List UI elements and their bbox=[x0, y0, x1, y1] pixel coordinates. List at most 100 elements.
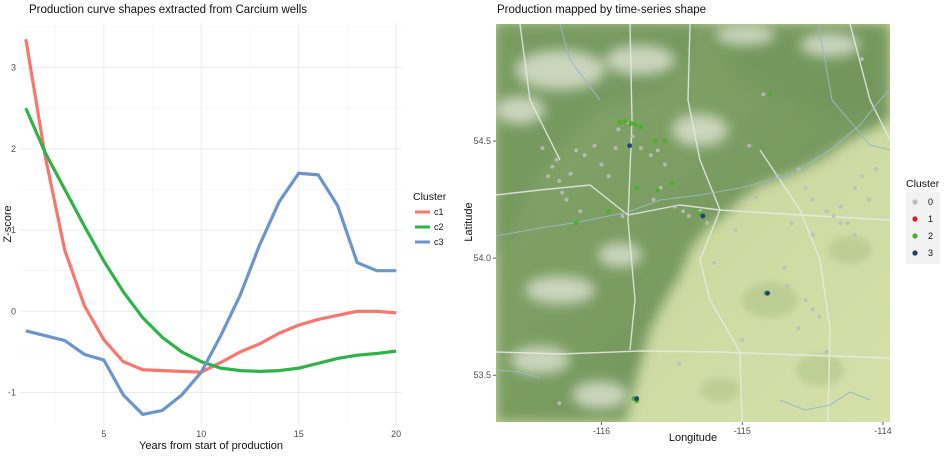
map-point-cluster-0 bbox=[803, 298, 808, 303]
map-legend-swatch-3 bbox=[912, 250, 918, 256]
map-point-cluster-0 bbox=[803, 185, 808, 190]
map-chart-title: Production mapped by time-series shape bbox=[497, 4, 706, 16]
map-point-cluster-2 bbox=[655, 187, 661, 193]
map-point-cluster-2 bbox=[632, 122, 638, 128]
line-legend-title: Cluster bbox=[413, 191, 447, 203]
line-chart-grid bbox=[20, 23, 402, 425]
map-point-cluster-0 bbox=[686, 214, 691, 218]
map-point-cluster-0 bbox=[574, 148, 579, 153]
map-point-cluster-0 bbox=[747, 143, 752, 148]
map-point-cluster-0 bbox=[810, 197, 815, 202]
map-point-cluster-0 bbox=[705, 221, 710, 225]
map-x-tick-label: -115 bbox=[734, 426, 751, 436]
series-line-c3 bbox=[25, 171, 397, 417]
line-chart-x-axis-title: Years from start of production bbox=[139, 440, 283, 452]
map-point-cluster-0 bbox=[540, 146, 545, 151]
map-point-cluster-0 bbox=[810, 307, 815, 312]
series-line-c2 bbox=[24, 107, 397, 373]
map-point-cluster-0 bbox=[613, 146, 618, 151]
map-y-ticks: 53.5 54.0 54.5 bbox=[473, 136, 496, 380]
map-point-cluster-2 bbox=[606, 208, 611, 214]
line-chart-x-ticks: 5 10 15 20 bbox=[101, 429, 401, 439]
map-point-cluster-2 bbox=[573, 220, 579, 226]
map-legend-label-0: 0 bbox=[928, 197, 933, 207]
map-point-cluster-2 bbox=[638, 124, 644, 130]
map-point-cluster-0 bbox=[824, 209, 829, 214]
line-chart-legend: Cluster c1 c2 c3 bbox=[413, 191, 447, 247]
map-point-cluster-0 bbox=[630, 134, 635, 139]
map-point-cluster-0 bbox=[852, 185, 857, 190]
map-point-cluster-0 bbox=[810, 232, 815, 237]
line-y-tick-label: 0 bbox=[11, 306, 16, 316]
map-point-cluster-2 bbox=[768, 91, 773, 97]
map-point-cluster-0 bbox=[873, 167, 878, 172]
line-x-tick-label: 10 bbox=[196, 429, 206, 439]
map-point-cluster-0 bbox=[775, 174, 780, 179]
map-point-cluster-0 bbox=[606, 174, 611, 179]
map-point-cluster-0 bbox=[761, 185, 766, 190]
map-point-cluster-0 bbox=[592, 143, 597, 148]
map-point-cluster-0 bbox=[662, 162, 667, 167]
map-point-cluster-0 bbox=[838, 221, 843, 225]
map-point-cluster-2 bbox=[669, 180, 675, 186]
map-y-tick-label: 54.5 bbox=[473, 136, 491, 146]
map-point-cluster-0 bbox=[859, 57, 864, 62]
map-point-cluster-0 bbox=[681, 209, 686, 214]
map-point-cluster-0 bbox=[620, 214, 625, 218]
map-point-cluster-0 bbox=[638, 146, 643, 151]
map-point-cluster-0 bbox=[852, 232, 857, 237]
map-legend-swatch-0 bbox=[912, 199, 918, 205]
map-point-cluster-0 bbox=[557, 178, 562, 183]
line-y-tick-label: 1 bbox=[11, 225, 16, 235]
legend-label-c2: c2 bbox=[434, 222, 444, 232]
map-point-cluster-0 bbox=[838, 204, 843, 209]
map-x-tick-label: -116 bbox=[593, 426, 610, 436]
map-point-cluster-0 bbox=[740, 338, 745, 343]
legend-label-c3: c3 bbox=[434, 237, 444, 247]
map-point-cluster-0 bbox=[676, 361, 681, 366]
map-x-tick-label: -114 bbox=[874, 426, 891, 436]
map-point-cluster-0 bbox=[560, 190, 565, 195]
map-legend-swatch-1 bbox=[912, 216, 918, 222]
map-y-tick-label: 54.0 bbox=[473, 253, 491, 263]
map-point-cluster-0 bbox=[740, 199, 745, 204]
line-chart-series bbox=[24, 38, 397, 417]
map-point-cluster-0 bbox=[557, 401, 562, 406]
map-point-cluster-3 bbox=[627, 143, 633, 149]
map-point-cluster-0 bbox=[564, 197, 569, 202]
map-point-cluster-0 bbox=[817, 314, 822, 319]
line-y-tick-label: 3 bbox=[11, 63, 16, 73]
map-x-axis-title: Longitude bbox=[669, 432, 717, 444]
line-y-tick-label: 2 bbox=[11, 144, 16, 154]
map-point-cluster-0 bbox=[824, 349, 829, 354]
map-point-cluster-0 bbox=[578, 209, 583, 214]
map-background bbox=[496, 24, 890, 422]
map-point-cluster-2 bbox=[623, 118, 628, 124]
map-y-axis-title: Latitude bbox=[463, 202, 475, 241]
map-point-cluster-0 bbox=[761, 92, 766, 97]
map-point-cluster-0 bbox=[616, 127, 621, 132]
line-chart-y-ticks: -1 0 1 2 3 bbox=[8, 63, 16, 398]
map-point-cluster-0 bbox=[754, 195, 759, 200]
map-legend-swatch-2 bbox=[912, 233, 918, 239]
line-chart: Production curve shapes extracted from C… bbox=[2, 4, 447, 452]
line-chart-title: Production curve shapes extracted from C… bbox=[29, 4, 307, 16]
map-point-cluster-2 bbox=[628, 121, 634, 126]
map-legend-label-3: 3 bbox=[928, 248, 933, 258]
map-point-cluster-0 bbox=[648, 153, 653, 158]
map-point-cluster-0 bbox=[782, 265, 787, 270]
legend-label-c1: c1 bbox=[434, 207, 444, 217]
line-x-tick-label: 15 bbox=[294, 429, 304, 439]
map-point-cluster-0 bbox=[859, 174, 864, 179]
line-x-tick-label: 20 bbox=[391, 429, 401, 439]
map-point-cluster-2 bbox=[662, 138, 668, 144]
map-point-cluster-0 bbox=[785, 284, 790, 289]
line-x-tick-label: 5 bbox=[101, 429, 106, 439]
map-point-cluster-0 bbox=[655, 148, 660, 153]
map-point-cluster-0 bbox=[550, 164, 555, 169]
map-legend-title: Cluster bbox=[906, 178, 940, 190]
map-point-cluster-0 bbox=[599, 162, 604, 167]
map-legend: Cluster 0 1 2 3 bbox=[906, 178, 940, 264]
map-x-ticks: -116 -115 -114 bbox=[593, 422, 892, 436]
map-point-cluster-0 bbox=[796, 167, 801, 172]
